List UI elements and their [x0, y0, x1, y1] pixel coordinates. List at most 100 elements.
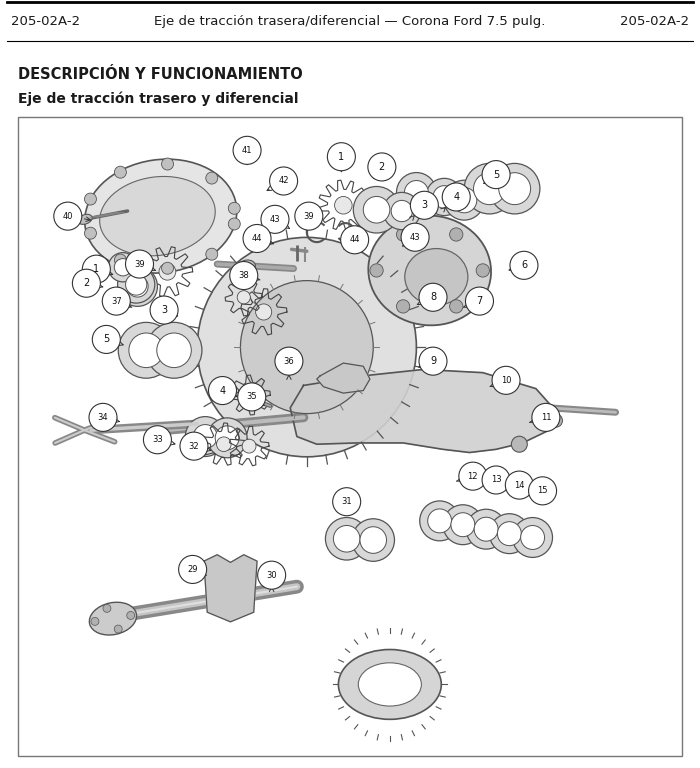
Circle shape	[352, 518, 395, 561]
Text: 12: 12	[468, 472, 478, 481]
Text: 1: 1	[338, 152, 344, 162]
Text: 8: 8	[430, 293, 436, 303]
Bar	[18, 117, 682, 756]
Circle shape	[370, 263, 383, 277]
Circle shape	[512, 436, 527, 452]
Circle shape	[482, 161, 510, 189]
Circle shape	[275, 347, 303, 376]
Circle shape	[237, 291, 251, 304]
Text: 35: 35	[246, 392, 257, 402]
Circle shape	[341, 226, 369, 253]
Circle shape	[466, 509, 506, 549]
Circle shape	[72, 270, 100, 297]
Circle shape	[114, 259, 132, 276]
Text: 15: 15	[538, 486, 548, 495]
Ellipse shape	[78, 214, 92, 224]
Circle shape	[129, 333, 163, 368]
Text: Eje de tracción trasero y diferencial: Eje de tracción trasero y diferencial	[18, 91, 298, 105]
Ellipse shape	[405, 249, 468, 305]
Circle shape	[451, 513, 475, 537]
Circle shape	[146, 323, 202, 378]
Circle shape	[333, 525, 360, 552]
Circle shape	[125, 250, 153, 278]
Text: 41: 41	[241, 146, 252, 155]
Circle shape	[482, 466, 510, 494]
Text: 4: 4	[219, 386, 225, 396]
Text: 2: 2	[379, 162, 385, 172]
Text: 33: 33	[152, 435, 163, 444]
Circle shape	[85, 227, 97, 239]
Circle shape	[258, 561, 286, 589]
Polygon shape	[317, 363, 370, 393]
Circle shape	[197, 237, 416, 457]
Circle shape	[102, 287, 130, 315]
Circle shape	[354, 187, 400, 233]
Circle shape	[89, 403, 117, 432]
Circle shape	[328, 143, 356, 170]
Circle shape	[92, 326, 120, 353]
Circle shape	[433, 186, 456, 208]
Text: 32: 32	[188, 442, 199, 451]
Circle shape	[118, 323, 174, 378]
Circle shape	[114, 625, 122, 633]
Circle shape	[332, 488, 360, 516]
Text: 36: 36	[284, 356, 294, 366]
Text: 3: 3	[421, 200, 428, 210]
Circle shape	[396, 173, 436, 213]
Circle shape	[216, 437, 231, 452]
Circle shape	[261, 205, 289, 233]
Text: 9: 9	[430, 356, 436, 366]
Circle shape	[244, 388, 258, 402]
Circle shape	[498, 173, 531, 204]
Text: 37: 37	[111, 296, 122, 306]
Circle shape	[428, 509, 452, 533]
Circle shape	[489, 514, 529, 554]
Text: 11: 11	[540, 413, 551, 422]
Circle shape	[243, 224, 271, 253]
Circle shape	[125, 274, 147, 295]
Circle shape	[442, 183, 470, 211]
Circle shape	[159, 263, 176, 280]
Circle shape	[458, 462, 486, 490]
Text: 39: 39	[134, 260, 145, 269]
Circle shape	[505, 471, 533, 499]
Circle shape	[162, 262, 174, 274]
Ellipse shape	[85, 159, 237, 273]
Circle shape	[215, 425, 239, 450]
Circle shape	[228, 202, 240, 214]
Text: 3: 3	[161, 305, 167, 315]
Circle shape	[127, 276, 148, 297]
Circle shape	[162, 158, 174, 170]
Circle shape	[410, 191, 438, 220]
Circle shape	[108, 253, 137, 282]
Circle shape	[498, 521, 522, 545]
Circle shape	[396, 300, 410, 313]
Circle shape	[118, 266, 155, 303]
Text: 4: 4	[453, 192, 459, 202]
Circle shape	[419, 347, 447, 376]
Circle shape	[464, 164, 514, 214]
Circle shape	[295, 202, 323, 230]
Circle shape	[449, 228, 463, 241]
Circle shape	[207, 418, 247, 458]
Text: 2: 2	[83, 278, 90, 288]
Circle shape	[426, 178, 463, 216]
Ellipse shape	[368, 216, 491, 326]
Circle shape	[449, 300, 463, 313]
Text: 42: 42	[279, 177, 289, 186]
Circle shape	[180, 432, 208, 460]
Circle shape	[444, 180, 484, 220]
Circle shape	[405, 180, 428, 204]
Circle shape	[419, 283, 447, 311]
Circle shape	[238, 383, 266, 411]
Text: 31: 31	[342, 497, 352, 506]
Text: 43: 43	[270, 215, 280, 223]
Text: 30: 30	[266, 571, 277, 580]
Text: 44: 44	[252, 234, 262, 243]
Circle shape	[360, 527, 386, 553]
Text: 14: 14	[514, 481, 524, 490]
Text: 6: 6	[521, 260, 527, 270]
Ellipse shape	[99, 177, 215, 256]
Circle shape	[401, 223, 429, 251]
Circle shape	[383, 193, 421, 230]
